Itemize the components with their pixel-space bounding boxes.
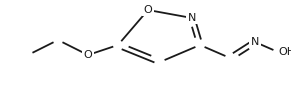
Text: OH: OH: [278, 47, 291, 57]
Text: N: N: [251, 37, 259, 47]
Text: N: N: [188, 13, 196, 23]
Text: O: O: [84, 50, 92, 60]
Text: O: O: [144, 5, 152, 15]
